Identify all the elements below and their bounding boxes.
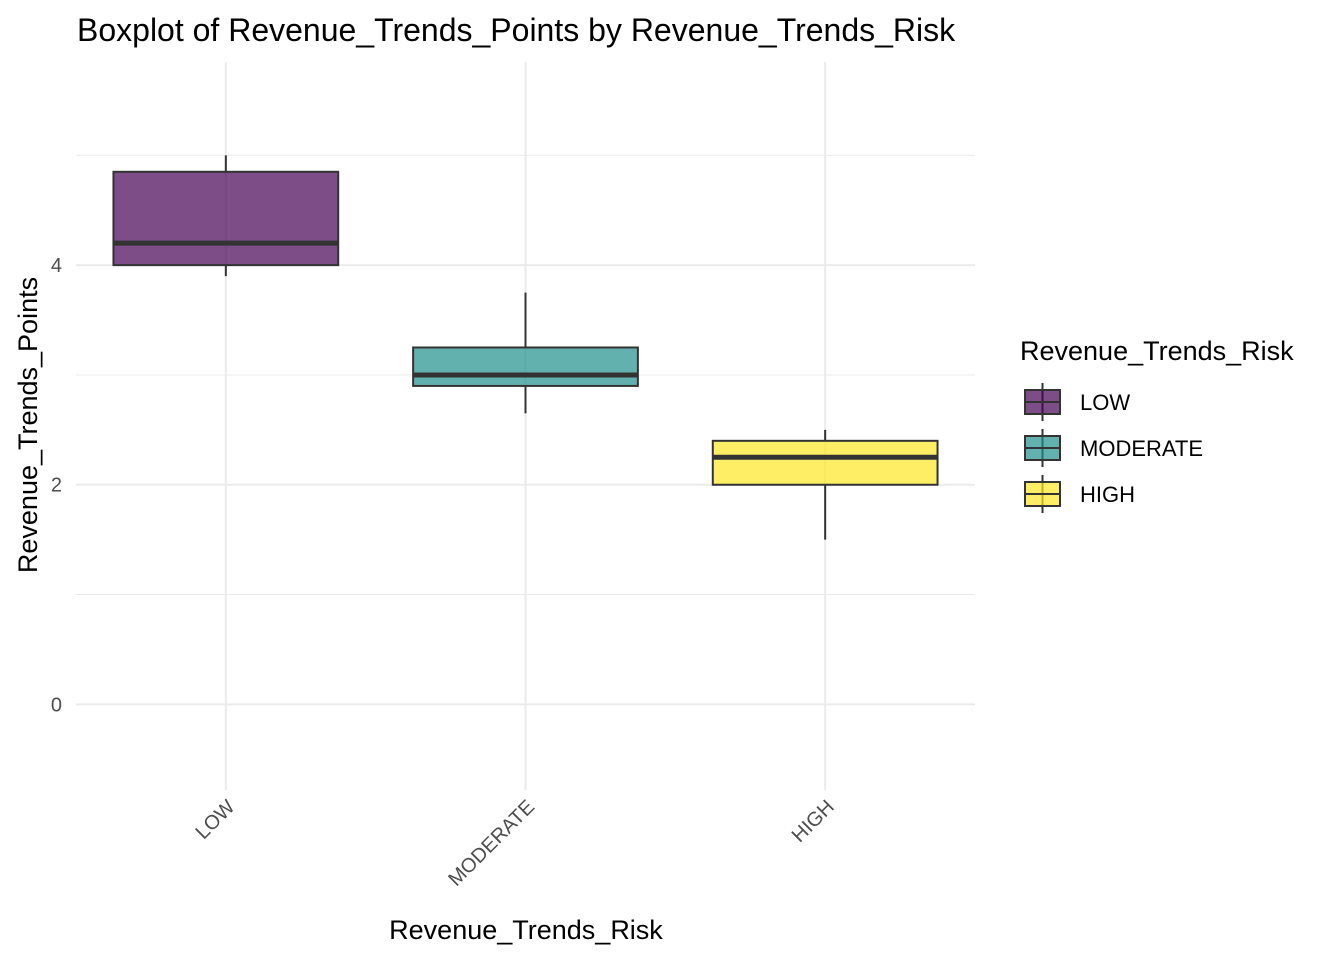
box-high	[711, 429, 939, 540]
x-tick-label: LOW	[192, 796, 240, 844]
x-tick-label: HIGH	[788, 796, 839, 847]
y-tick-label: 4	[51, 255, 62, 277]
y-axis-title: Revenue_Trends_Points	[13, 277, 43, 573]
boxes	[112, 155, 939, 540]
box-iqr	[112, 170, 340, 267]
legend-title: Revenue_Trends_Risk	[1020, 336, 1294, 366]
box-iqr	[412, 346, 639, 387]
box-low	[112, 155, 340, 277]
legend-label: LOW	[1080, 390, 1130, 415]
y-tick-label: 0	[51, 694, 62, 716]
legend-label: MODERATE	[1080, 436, 1203, 461]
box-moderate	[412, 292, 639, 414]
x-tick-label: MODERATE	[444, 796, 539, 891]
y-tick-label: 2	[51, 475, 62, 497]
legend: Revenue_Trends_Risk LOW MODERATE HIGH	[1020, 336, 1294, 513]
x-axis-title: Revenue_Trends_Risk	[389, 915, 663, 945]
y-axis-ticks: 0 2 4	[51, 255, 62, 716]
legend-label: HIGH	[1080, 482, 1135, 507]
box-iqr	[711, 439, 939, 486]
legend-item-low: LOW	[1024, 383, 1130, 421]
legend-item-high: HIGH	[1024, 475, 1135, 513]
chart-title: Boxplot of Revenue_Trends_Points by Reve…	[77, 12, 956, 48]
x-axis-ticks: LOW MODERATE HIGH	[192, 796, 839, 891]
legend-item-moderate: MODERATE	[1024, 429, 1203, 467]
